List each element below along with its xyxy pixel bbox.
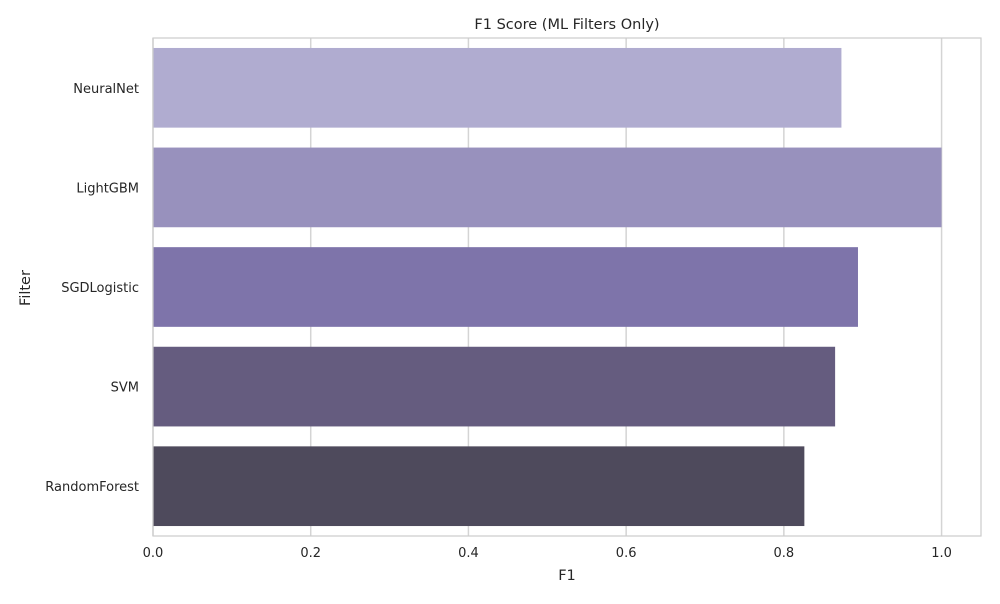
bar-lightgbm [153,147,942,228]
y-tick-labels: NeuralNet LightGBM SGDLogistic SVM RandomFor… [45,82,139,495]
x-tick-label: 0.2 [300,546,321,561]
x-tick-label: 1.0 [931,546,952,561]
bar-sgdlogistic [153,247,858,327]
bar-neuralnet [153,47,842,128]
y-axis-label: Filter [18,270,34,306]
bar-svm [153,346,836,427]
y-tick-label: LightGBM [76,181,139,196]
y-tick-label: RandomForest [45,480,139,495]
x-tick-labels: 0.0 0.2 0.4 0.6 0.8 1.0 [143,546,952,561]
bars [153,47,942,527]
bar-randomforest [153,446,805,527]
x-tick-label: 0.8 [774,546,795,561]
y-tick-label: SVM [111,381,139,396]
plot-frame [152,37,982,537]
y-tick-label: SGDLogistic [61,281,139,296]
x-tick-label: 0.4 [458,546,479,561]
x-axis-label: F1 [558,568,576,584]
x-tick-label: 0.6 [616,546,637,561]
y-tick-label: NeuralNet [73,82,139,97]
x-tick-label: 0.0 [143,546,164,561]
chart-title: F1 Score (ML Filters Only) [474,17,659,33]
